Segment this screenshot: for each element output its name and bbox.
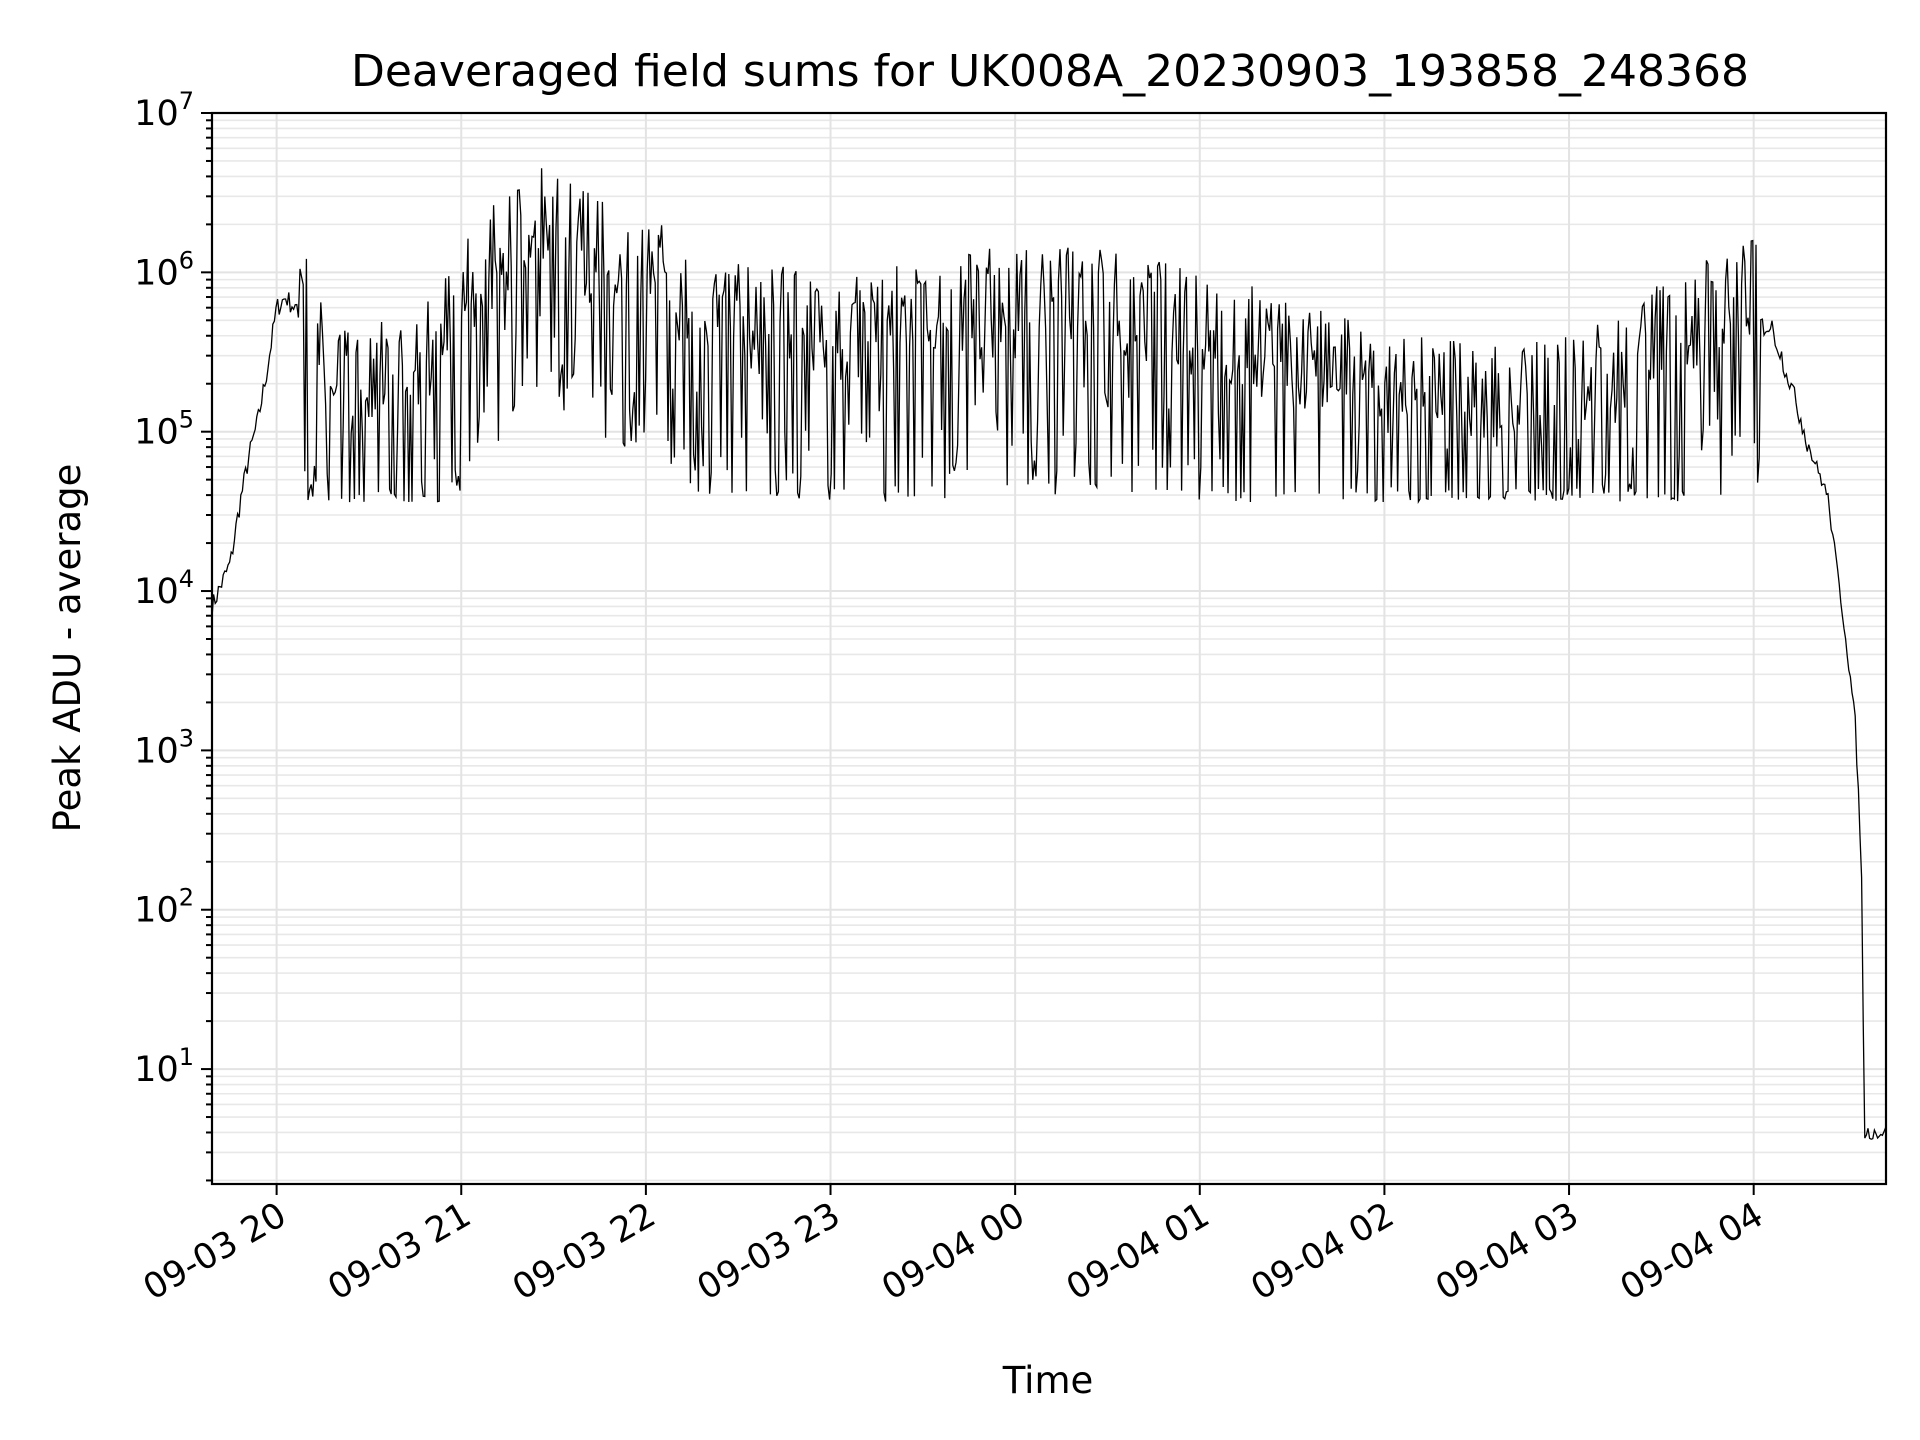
series-line xyxy=(212,168,1886,1140)
y-tick-label: 102 xyxy=(134,884,194,931)
y-tick-label: 101 xyxy=(134,1043,194,1090)
chart-title: Deaveraged field sums for UK008A_2023090… xyxy=(351,46,1749,97)
y-tick-label: 104 xyxy=(134,565,194,612)
y-axis-ticks: 101 102 103 104 105 106 107 xyxy=(134,87,212,1182)
y-tick-label: 107 xyxy=(134,87,194,134)
grid xyxy=(212,112,1886,1184)
y-axis-label: Peak ADU - average xyxy=(46,464,89,833)
y-tick-label: 103 xyxy=(134,724,194,771)
axes-frame xyxy=(210,111,1888,1186)
plot-frame xyxy=(210,111,1888,1186)
x-axis-label: Time xyxy=(1002,1359,1094,1402)
y-tick-label: 106 xyxy=(134,246,194,293)
y-tick-label: 105 xyxy=(134,406,194,453)
